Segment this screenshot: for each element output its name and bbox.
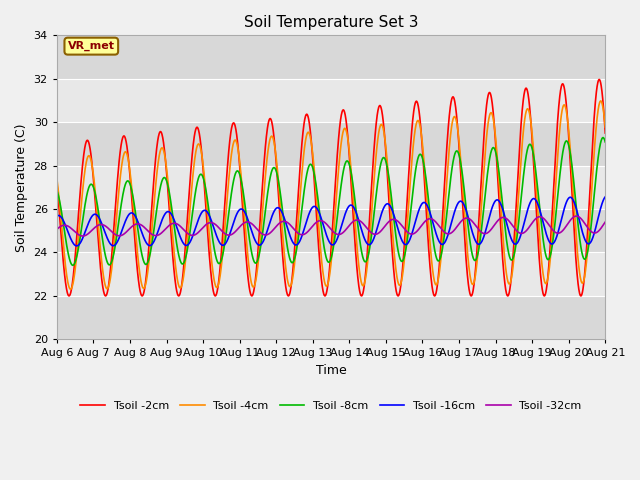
Tsoil -16cm: [53, 213, 61, 219]
Tsoil -32cm: [602, 219, 609, 225]
Legend: Tsoil -2cm, Tsoil -4cm, Tsoil -8cm, Tsoil -16cm, Tsoil -32cm: Tsoil -2cm, Tsoil -4cm, Tsoil -8cm, Tsoi…: [76, 396, 586, 416]
Tsoil -8cm: [53, 187, 61, 193]
Tsoil -32cm: [553, 230, 561, 236]
Tsoil -16cm: [206, 214, 214, 220]
Tsoil -8cm: [568, 165, 576, 171]
Bar: [57, 122, 605, 166]
Tsoil -2cm: [491, 125, 499, 131]
Tsoil -4cm: [347, 166, 355, 172]
Tsoil -8cm: [69, 263, 77, 268]
Tsoil -8cm: [553, 201, 561, 206]
Tsoil -8cm: [491, 146, 499, 152]
Tsoil -2cm: [206, 261, 214, 266]
Line: Tsoil -32cm: Tsoil -32cm: [57, 216, 605, 236]
Tsoil -32cm: [491, 222, 499, 228]
Tsoil -2cm: [347, 178, 355, 183]
Tsoil -8cm: [206, 216, 214, 222]
Tsoil -2cm: [65, 293, 73, 299]
Tsoil -2cm: [359, 290, 367, 296]
Tsoil -16cm: [602, 194, 609, 200]
Y-axis label: Soil Temperature (C): Soil Temperature (C): [15, 123, 28, 252]
Tsoil -4cm: [53, 175, 61, 181]
Tsoil -4cm: [602, 124, 609, 130]
Bar: [57, 166, 605, 209]
Tsoil -32cm: [568, 215, 576, 221]
Bar: [57, 296, 605, 339]
Bar: [57, 252, 605, 296]
Tsoil -8cm: [347, 169, 355, 175]
Tsoil -8cm: [602, 139, 609, 145]
X-axis label: Time: Time: [316, 364, 346, 377]
Tsoil -2cm: [53, 179, 61, 185]
Title: Soil Temperature Set 3: Soil Temperature Set 3: [244, 15, 419, 30]
Tsoil -4cm: [597, 98, 605, 104]
Tsoil -16cm: [568, 196, 576, 202]
Tsoil -4cm: [491, 124, 499, 130]
Line: Tsoil -2cm: Tsoil -2cm: [57, 80, 605, 296]
Tsoil -16cm: [347, 202, 355, 208]
Line: Tsoil -8cm: Tsoil -8cm: [57, 138, 605, 265]
Tsoil -32cm: [347, 221, 355, 227]
Tsoil -16cm: [359, 231, 367, 237]
Tsoil -32cm: [79, 233, 86, 239]
Tsoil -4cm: [206, 241, 214, 247]
Line: Tsoil -16cm: Tsoil -16cm: [57, 197, 605, 246]
Tsoil -4cm: [553, 162, 561, 168]
Tsoil -4cm: [568, 175, 576, 180]
Tsoil -8cm: [599, 135, 607, 141]
Tsoil -4cm: [67, 287, 74, 292]
Tsoil -4cm: [359, 283, 367, 288]
Tsoil -32cm: [206, 220, 214, 226]
Tsoil -2cm: [602, 130, 609, 136]
Bar: [57, 36, 605, 79]
Tsoil -32cm: [359, 220, 367, 226]
Line: Tsoil -4cm: Tsoil -4cm: [57, 101, 605, 289]
Tsoil -16cm: [491, 199, 499, 205]
Bar: [57, 79, 605, 122]
Tsoil -2cm: [553, 127, 561, 133]
Text: VR_met: VR_met: [68, 41, 115, 51]
Bar: [57, 209, 605, 252]
Tsoil -2cm: [595, 77, 603, 83]
Tsoil -16cm: [553, 233, 561, 239]
Tsoil -16cm: [73, 243, 81, 249]
Tsoil -2cm: [568, 195, 576, 201]
Tsoil -8cm: [359, 255, 367, 261]
Tsoil -32cm: [53, 227, 61, 232]
Tsoil -32cm: [572, 213, 580, 219]
